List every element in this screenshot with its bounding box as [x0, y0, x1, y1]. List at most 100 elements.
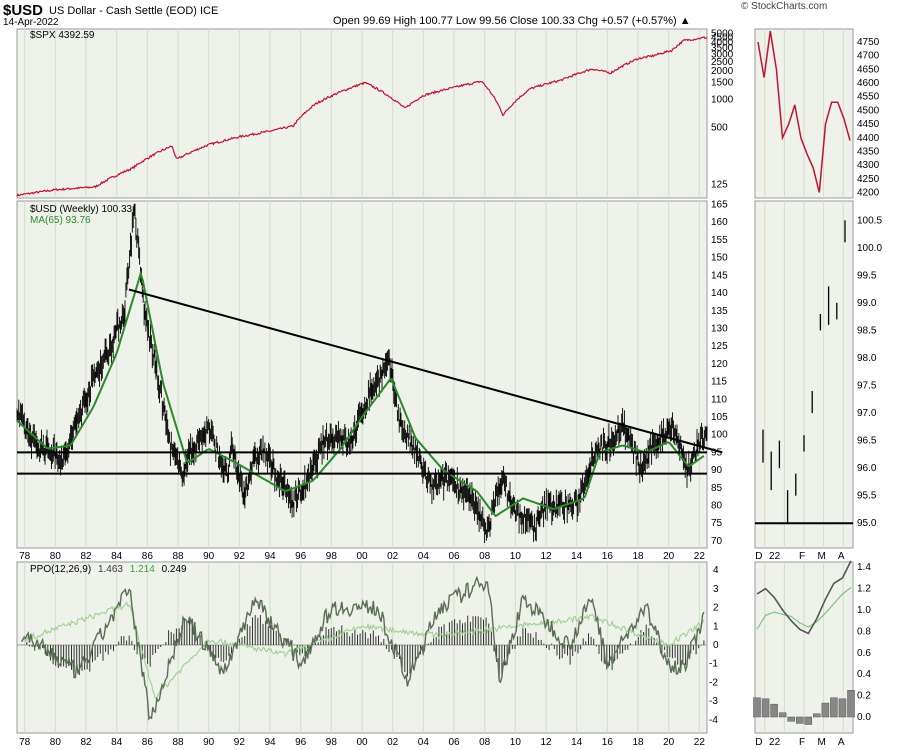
daily-x-tick: D [755, 551, 762, 562]
ppo-daily-hist-bar [847, 690, 855, 718]
usd-y-tick: 95 [711, 447, 723, 458]
spx-daily-y-tick: 4700 [857, 51, 880, 62]
daily-x-tick: D [755, 737, 762, 748]
usd-daily-y-tick: 96.0 [857, 463, 877, 474]
x-tick-label: 22 [694, 737, 706, 748]
trend-line [128, 288, 723, 454]
usd-y-tick: 90 [711, 465, 723, 476]
ppo-daily-hist-bar [778, 712, 787, 718]
spx-daily-y-tick: 4250 [857, 174, 880, 185]
ppo-y-tick: -2 [709, 677, 718, 688]
usd-daily-y-tick: 95.0 [857, 518, 877, 529]
ppo-daily-histogram [753, 690, 855, 725]
x-tick-label: 92 [234, 551, 246, 562]
spx-daily-y-tick: 4650 [857, 64, 880, 75]
usd-y-tick: 110 [711, 394, 727, 405]
usd-y-tick: 145 [711, 270, 728, 281]
usd-bars [16, 203, 708, 543]
spx-daily-y-tick: 4450 [857, 119, 880, 130]
spx-daily-y-tick: 4500 [857, 105, 880, 116]
x-tick-label: 82 [80, 737, 92, 748]
usd-y-tick: 130 [711, 323, 728, 334]
spx-y-tick: 1500 [711, 78, 734, 89]
x-tick-label: 96 [295, 737, 307, 748]
chart-date: 14-Apr-2022 [3, 17, 59, 28]
ppo-daily-y-tick: 0.8 [857, 626, 871, 637]
usd-y-tick: 160 [711, 217, 728, 228]
x-tick-label: 14 [571, 737, 583, 748]
x-tick-label: 80 [50, 737, 62, 748]
ppo-daily-hist-bar [830, 697, 838, 718]
usd-y-tick: 115 [711, 377, 727, 388]
ppo-daily-hist-bar [761, 698, 770, 718]
ppo-daily-hist-bar [821, 702, 830, 718]
chart-header: $USD US Dollar - Cash Settle (EOD) ICE 1… [0, 0, 900, 28]
x-tick-label: 94 [264, 551, 276, 562]
usd-y-tick: 100 [711, 430, 728, 441]
usd-y-tick: 70 [711, 536, 723, 547]
ppo-y-tick: -1 [709, 659, 718, 670]
ppo-y-tick: 0 [713, 640, 719, 651]
spx-y-tick: 1000 [711, 94, 734, 105]
spx-y-tick: 4500 [711, 33, 734, 44]
x-tick-label: 90 [203, 737, 215, 748]
ppo-y-tick: 2 [713, 603, 719, 614]
x-tick-label: 98 [326, 737, 338, 748]
x-tick-label: 92 [234, 737, 246, 748]
ohlc-summary: Open 99.69 High 100.77 Low 99.56 Close 1… [333, 15, 691, 27]
ppo-daily-hist-bar [770, 703, 778, 718]
spx-y-tick: 2500 [711, 57, 734, 68]
x-tick-label: 06 [448, 737, 460, 748]
x-tick-label: 16 [602, 737, 614, 748]
spx-daily-y-tick: 4550 [857, 92, 880, 103]
usd-y-tick: 150 [711, 253, 728, 264]
x-tick-label: 80 [50, 551, 62, 562]
daily-x-tick: 22 [769, 551, 781, 562]
usd-daily-y-tick: 97.5 [857, 381, 877, 392]
usd-daily-y-tick: 97.0 [857, 408, 877, 419]
usd-y-tick: 155 [711, 235, 728, 246]
daily-x-tick: A [838, 551, 845, 562]
ppo-legend-label: PPO(12,26,9) [30, 564, 91, 575]
x-tick-label: 12 [540, 551, 552, 562]
usd-y-tick: 105 [711, 412, 728, 423]
ppo-y-tick: 4 [713, 565, 719, 576]
stockcharts-logo[interactable]: © StockCharts.com [741, 1, 828, 12]
ppo-y-tick: -3 [709, 696, 718, 707]
x-tick-label: 08 [479, 551, 491, 562]
ppo-legend-hist: 0.249 [162, 564, 187, 575]
x-tick-label: 98 [326, 551, 338, 562]
usd-daily-y-tick: 95.5 [857, 491, 877, 502]
x-tick-label: 94 [264, 737, 276, 748]
ma65-line [16, 270, 705, 518]
daily-x-tick: M [817, 551, 825, 562]
ppo-y-tick: 3 [713, 584, 719, 595]
ppo-daily-hist-bar [753, 697, 761, 718]
svg-text:PPO(12,26,9) 1.463: PPO(12,26,9) 1.463 1.214 0.249 [30, 564, 187, 575]
x-tick-label: 20 [663, 551, 675, 562]
daily-x-tick: A [838, 737, 845, 748]
spx-y-tick: 500 [711, 123, 728, 134]
x-tick-label: 04 [418, 551, 430, 562]
ppo-daily-hist-bar [838, 698, 847, 718]
x-tick-label: 86 [142, 737, 154, 748]
x-tick-label: 00 [356, 737, 368, 748]
spx-daily-y-tick: 4300 [857, 160, 880, 171]
x-tick-label: 02 [387, 551, 399, 562]
usd-y-tick: 75 [711, 518, 723, 529]
ppo-daily-y-tick: 1.2 [857, 584, 871, 595]
daily-x-tick: F [799, 737, 805, 748]
x-tick-label: 18 [632, 551, 644, 562]
x-tick-label: 20 [663, 737, 675, 748]
x-tick-label: 14 [571, 551, 583, 562]
symbol-label: $USD [3, 2, 44, 19]
usd-y-tick: 85 [711, 483, 723, 494]
ppo-daily-y-tick: 0.4 [857, 669, 871, 680]
spx-series-line [16, 36, 708, 197]
usd-y-tick: 80 [711, 501, 723, 512]
ppo-line [21, 575, 705, 721]
ppo-signal-line [21, 601, 705, 700]
x-tick-label: 86 [142, 551, 154, 562]
daily-x-tick: M [817, 737, 825, 748]
